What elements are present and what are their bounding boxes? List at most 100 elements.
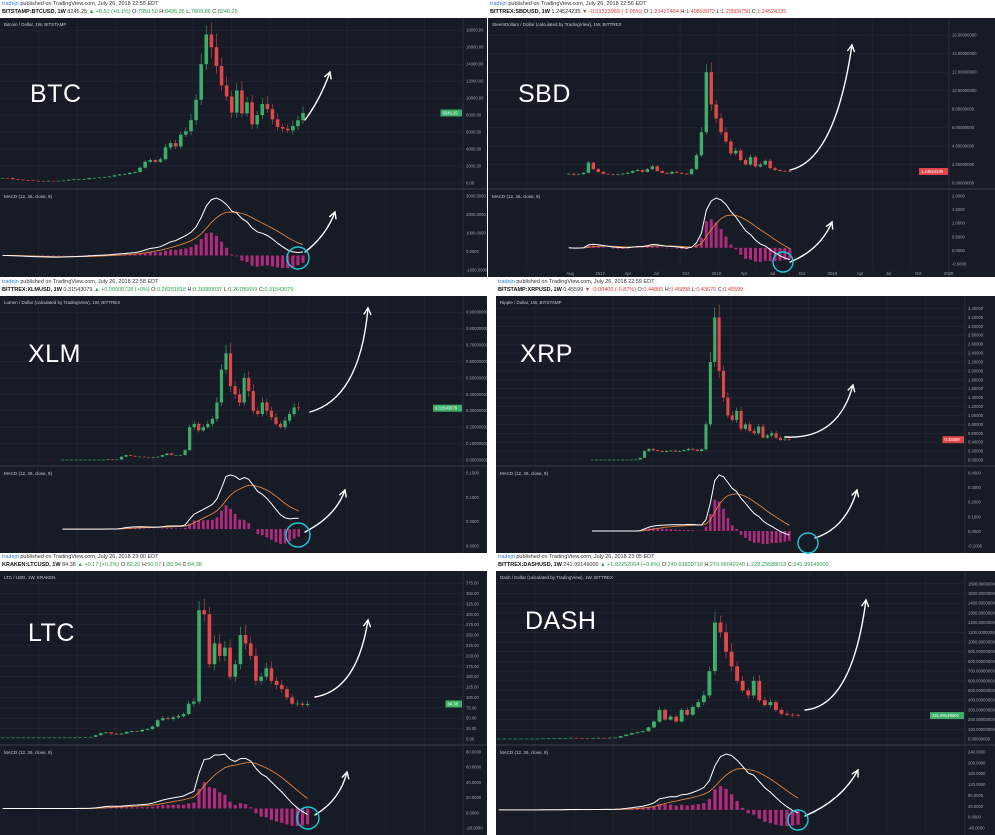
candle <box>199 64 203 100</box>
candle <box>513 738 518 740</box>
candle <box>679 709 684 722</box>
price-tick-label: 0.80000000 <box>466 326 487 331</box>
candle <box>680 172 684 174</box>
price-tick-label: 3.40000 <box>968 306 984 311</box>
price-tick-label: 1.40000 <box>968 395 984 400</box>
candle <box>138 456 142 458</box>
price-tick-label: 800.00000000 <box>968 659 995 664</box>
price-tick-label: 1500.00000000 <box>968 591 995 596</box>
candle <box>178 455 183 456</box>
candle <box>201 427 205 431</box>
chart-header: tradejn published on TradingView.com, Ju… <box>490 1 787 15</box>
candle <box>563 738 568 739</box>
coin-label: BTC <box>30 80 82 108</box>
price-tick-label: 0.60000 <box>968 431 984 436</box>
candlestick-chart[interactable]: 375.00 350.00 325.00 300.00 275.00 250.00 225.… <box>0 571 487 835</box>
author-link[interactable]: tradejn <box>490 1 507 7</box>
candle <box>212 643 217 665</box>
candle <box>255 115 259 125</box>
symbol: BITSTAMP:XRPUSD, 1W <box>498 287 562 293</box>
macd-tick-label: -40.0000 <box>968 826 985 831</box>
macd-tick-label: 2.0000 <box>952 194 965 199</box>
candle <box>770 433 774 436</box>
candle <box>197 423 201 431</box>
candle <box>621 459 625 461</box>
macd-tick-label: 0.0000 <box>952 248 965 253</box>
last-price-label: 241.99149000 <box>932 713 959 718</box>
author-link[interactable]: tradejn <box>2 1 19 7</box>
price-tick-label: 325.00 <box>466 601 479 606</box>
price-tick-label: 0.60000000 <box>466 359 487 364</box>
open-value: 7950.50 <box>137 9 158 15</box>
candle <box>102 177 107 178</box>
last-price-marker <box>445 700 462 708</box>
candle <box>678 451 682 452</box>
author-link[interactable]: tradejn <box>2 554 19 560</box>
candle <box>721 370 726 398</box>
candle <box>115 459 119 461</box>
candle <box>235 90 239 113</box>
price-tick-label: 0.20000000 <box>466 425 487 430</box>
candle <box>160 455 164 457</box>
price-tick-label: 1.60000 <box>968 386 984 391</box>
candle <box>596 169 601 172</box>
candle <box>264 668 269 677</box>
candle <box>572 173 576 175</box>
candle <box>240 90 244 114</box>
candle <box>36 737 41 739</box>
open-value: 249.63820719 <box>667 562 703 568</box>
author-link[interactable]: tradejn <box>498 279 515 285</box>
open-value: 0.28351818 <box>156 287 187 293</box>
candle <box>535 738 540 740</box>
chart-title: Ripple / Dollar, 1W, BITSTAMP <box>500 300 562 305</box>
candle <box>626 172 630 174</box>
candlestick-chart[interactable]: 0.90000000 0.80000000 0.70000000 0.60000000… <box>0 296 487 553</box>
candlestick-chart[interactable]: 18000.00 16000.00 14000.00 12000.00 10000.00… <box>0 18 487 277</box>
price-tick-label: 0.70000000 <box>466 343 487 348</box>
candle <box>119 733 124 735</box>
macd-tick-label: 0.2000 <box>968 500 981 505</box>
candle <box>657 709 662 722</box>
candle <box>107 176 112 178</box>
candle <box>61 180 66 182</box>
candle <box>109 732 113 734</box>
candle <box>247 377 251 392</box>
price-tick-label: 2000.00 <box>466 164 482 169</box>
candle <box>774 433 778 438</box>
candle <box>743 159 748 165</box>
symbol: BITTREX:XLMUSD, 1W <box>2 287 62 293</box>
price-tick-label: 2.20000 <box>968 359 984 364</box>
candle <box>93 735 98 737</box>
price-change: ▲ +8.51 (+0.1%) <box>88 9 131 15</box>
candlestick-chart[interactable]: 16.00000000 14.00000000 12.00000000 10.0000… <box>488 18 995 277</box>
candle <box>260 104 265 116</box>
time-tick-label: Jul <box>653 271 658 276</box>
price-tick-label: 2.80000 <box>968 333 984 338</box>
price-tick-label: 3.20000 <box>968 315 984 320</box>
candle <box>655 166 659 171</box>
macd-tick-label: 0.0000 <box>466 544 479 549</box>
candlestick-chart[interactable]: 3.40000 3.20000 3.00000 2.80000 2.60000 2.400… <box>496 296 995 553</box>
candle <box>599 459 603 461</box>
candle <box>753 157 758 167</box>
macd-tick-label: 0.1500 <box>466 471 479 476</box>
author-link[interactable]: tradejn <box>498 554 515 560</box>
price-tick-label: 2.00000000 <box>952 162 975 167</box>
candle <box>751 680 756 696</box>
price-tick-label: 75.00 <box>466 705 477 710</box>
candle <box>685 709 690 715</box>
candle <box>51 180 56 182</box>
candlestick-chart[interactable]: 1600.00000000 1500.00000000 1400.00000000 1… <box>496 571 995 835</box>
candle <box>104 732 108 734</box>
author-link[interactable]: tradejn <box>2 279 19 285</box>
candle <box>224 85 229 97</box>
candle <box>214 47 219 66</box>
candle <box>181 714 186 717</box>
price-change: ▲ +0.00000728 (+0%) <box>94 287 150 293</box>
price-tick-label: 0.50000000 <box>466 375 487 380</box>
close-value: 8246.25 <box>217 9 238 15</box>
candle <box>87 178 91 180</box>
price-tick-label: 300.00 <box>466 612 479 617</box>
candle <box>56 180 61 182</box>
candle <box>65 459 69 461</box>
